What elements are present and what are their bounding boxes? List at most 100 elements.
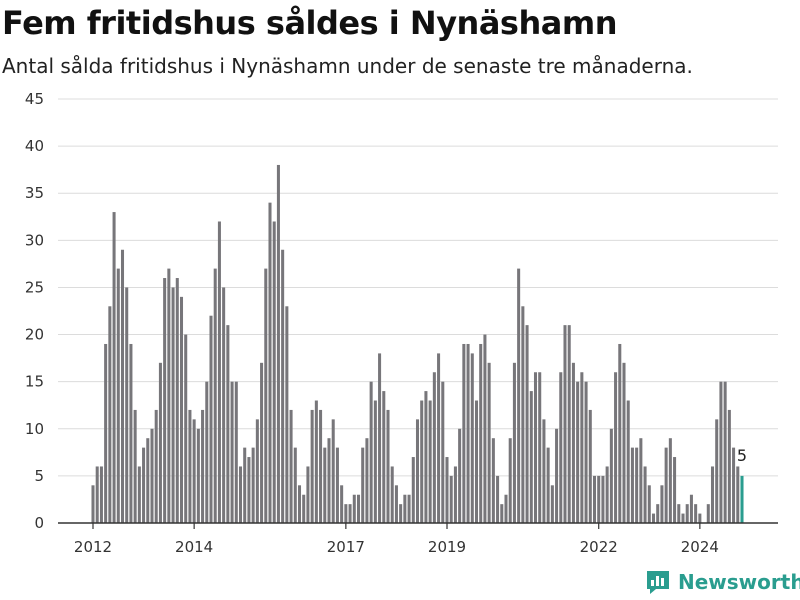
bar <box>546 447 550 523</box>
bar <box>487 362 491 523</box>
y-tick-label: 40 <box>25 137 44 155</box>
bar <box>437 353 441 523</box>
bar <box>470 353 474 523</box>
bar <box>201 409 205 523</box>
bar <box>314 400 318 523</box>
bar <box>677 504 681 523</box>
y-tick-label: 30 <box>25 231 44 249</box>
bar <box>660 485 664 523</box>
bar <box>496 475 500 523</box>
bar <box>567 325 571 523</box>
bar <box>179 296 184 523</box>
bar <box>251 447 255 523</box>
bar <box>175 278 179 523</box>
bar <box>230 381 234 523</box>
bar <box>399 504 403 523</box>
bar <box>276 164 280 523</box>
bar <box>538 372 542 523</box>
bar <box>306 466 310 523</box>
bar <box>415 419 420 523</box>
bar <box>685 504 689 523</box>
bar <box>529 391 533 523</box>
bar <box>209 315 213 523</box>
bar <box>289 409 293 523</box>
bar <box>116 268 120 523</box>
latest-value-label: 5 <box>737 446 747 465</box>
bar <box>466 343 470 523</box>
bar <box>163 278 167 523</box>
bar <box>226 325 230 523</box>
bar <box>588 409 592 523</box>
bar <box>99 466 103 523</box>
bar <box>710 466 715 523</box>
bar <box>205 381 209 523</box>
bar <box>327 438 331 523</box>
bar <box>331 419 335 523</box>
bar <box>260 362 264 523</box>
bar <box>158 362 162 523</box>
brand-name: Newsworthy <box>678 570 800 594</box>
y-tick-label: 0 <box>34 514 44 532</box>
y-tick-label: 45 <box>25 90 44 108</box>
chart-title: Fem fritidshus såldes i Nynäshamn <box>2 4 617 42</box>
bars <box>91 164 744 524</box>
bar <box>512 362 516 523</box>
bar <box>91 485 95 523</box>
bar <box>310 409 314 523</box>
bar <box>213 268 217 523</box>
bar <box>255 419 259 523</box>
bar <box>184 334 188 523</box>
bar <box>643 466 647 523</box>
chart-subtitle: Antal sålda fritidshus i Nynäshamn under… <box>2 54 693 78</box>
bar <box>491 438 495 523</box>
bar <box>365 438 369 523</box>
bar <box>171 287 175 523</box>
x-tick-label: 2017 <box>327 538 365 556</box>
x-tick-label: 2019 <box>428 538 466 556</box>
bar <box>533 372 538 523</box>
bar <box>698 513 702 523</box>
bar <box>504 494 508 523</box>
bar <box>458 428 462 523</box>
bar <box>247 457 251 523</box>
bar <box>120 249 125 523</box>
bar <box>453 466 457 523</box>
bar <box>104 343 108 523</box>
bar <box>272 221 276 523</box>
bar <box>449 475 453 523</box>
bar <box>474 400 479 523</box>
y-tick-label: 25 <box>25 278 44 296</box>
x-tick-label: 2024 <box>681 538 719 556</box>
bar <box>441 381 445 523</box>
bar <box>517 268 521 523</box>
bar <box>639 438 643 523</box>
bar <box>264 268 268 523</box>
y-axis-ticks: 0 5 10 15 20 25 30 35 40 45 <box>25 90 44 532</box>
bar <box>335 447 339 523</box>
x-tick-label: 2012 <box>74 538 112 556</box>
x-axis-ticks: 2012 2014 2017 2019 2022 2024 <box>74 523 719 556</box>
bar <box>281 249 285 523</box>
bar <box>319 409 323 523</box>
bar <box>238 466 243 523</box>
bar <box>150 428 154 523</box>
bar <box>500 504 504 523</box>
bar <box>420 400 424 523</box>
bar <box>694 504 698 523</box>
bar <box>390 466 394 523</box>
bar <box>584 381 588 523</box>
bar <box>635 447 639 523</box>
bar <box>580 372 584 523</box>
bar <box>192 419 196 523</box>
bar <box>344 504 348 523</box>
bar <box>483 334 487 523</box>
bar <box>108 306 112 523</box>
bar <box>302 494 306 523</box>
y-tick-label: 10 <box>25 420 44 438</box>
bar <box>361 447 365 523</box>
bar <box>297 485 302 523</box>
bar <box>411 457 415 523</box>
bar <box>154 409 158 523</box>
bar <box>681 513 685 523</box>
